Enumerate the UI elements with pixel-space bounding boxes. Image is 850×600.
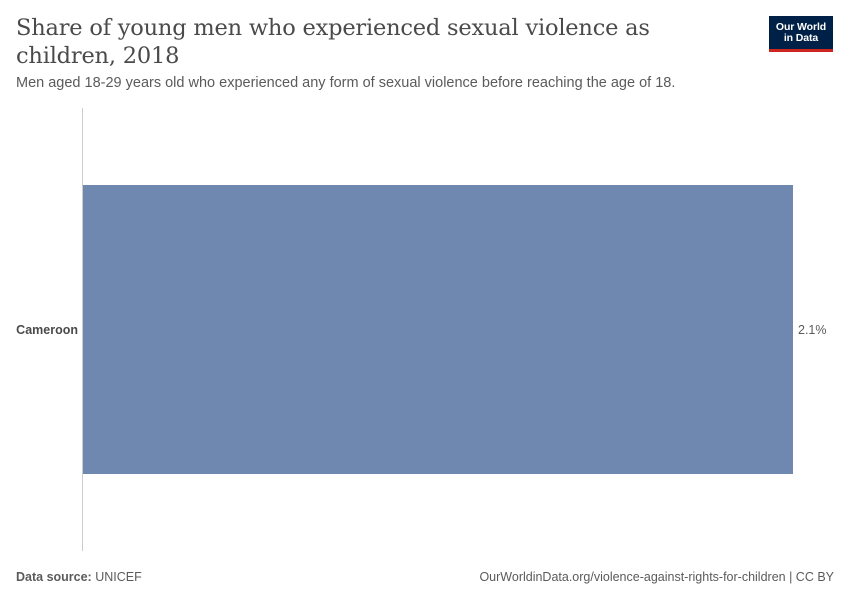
chart-subtitle: Men aged 18-29 years old who experienced…	[16, 75, 676, 91]
data-source: Data source: UNICEF	[16, 569, 142, 585]
value-label: 2.1%	[798, 323, 827, 337]
logo-line-2: in Data	[783, 31, 819, 44]
category-label: Cameroon	[16, 323, 78, 337]
data-source-value[interactable]: UNICEF	[95, 570, 142, 584]
chart-title: Share of young men who experienced sexua…	[16, 15, 650, 69]
bar-cameroon[interactable]	[83, 185, 793, 474]
data-source-label: Data source:	[16, 570, 92, 584]
footer-url[interactable]: OurWorldinData.org/violence-against-righ…	[479, 570, 834, 584]
logo-line-1: Our World	[775, 20, 827, 33]
owid-logo[interactable]: Our World in Data	[769, 16, 833, 52]
